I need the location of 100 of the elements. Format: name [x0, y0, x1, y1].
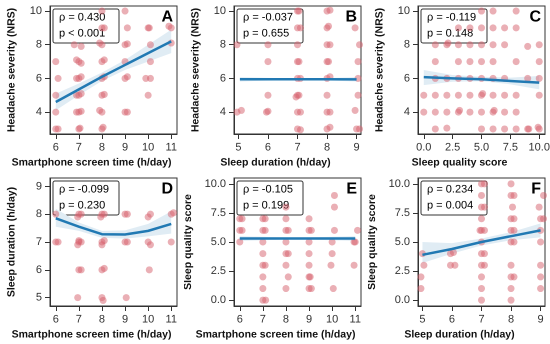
y-tick-label: 7.5: [210, 206, 226, 219]
point: [296, 24, 304, 32]
point: [306, 215, 313, 222]
x-axis-title: Smartphone screen time (h/day): [12, 156, 172, 168]
point: [78, 90, 85, 98]
y-tick-label: 4: [36, 106, 42, 118]
point: [170, 209, 178, 216]
x-tick-label: 8: [282, 314, 290, 326]
x-tick-label: 8: [98, 142, 106, 154]
y-tick-label: 10.0: [204, 178, 226, 190]
point: [537, 273, 544, 280]
x-tick-label: 9: [306, 314, 312, 326]
annotation: ρ = -0.119: [427, 12, 476, 24]
point: [165, 22, 172, 30]
y-tick-label: 10: [214, 5, 226, 18]
point: [324, 92, 331, 99]
y-tick-label: 10: [30, 5, 42, 18]
annotation: ρ = -0.105: [243, 184, 293, 196]
y-tick-label: 2.5: [210, 265, 226, 278]
point: [264, 92, 272, 99]
point: [450, 248, 457, 256]
point: [478, 192, 485, 199]
point: [70, 41, 78, 48]
point: [417, 273, 424, 280]
x-axis-title: Sleep quality score: [412, 156, 508, 168]
point: [508, 262, 515, 269]
y-tick-label: 8: [36, 38, 42, 51]
point: [282, 215, 290, 222]
y-tick-label: 5: [36, 292, 42, 304]
point: [168, 238, 175, 246]
x-tick-label: 11: [350, 314, 361, 326]
point: [262, 215, 269, 222]
point: [78, 42, 85, 50]
point: [259, 285, 266, 292]
annotation: E: [346, 180, 358, 198]
x-tick-label: 10: [142, 142, 154, 154]
point: [264, 41, 272, 48]
x-tick-label: 9: [122, 142, 128, 154]
point: [238, 106, 245, 114]
x-tick-label: 10: [326, 314, 338, 326]
y-axis-title: Sleep quality score: [182, 194, 194, 290]
y-tick-label: 6: [404, 72, 410, 84]
point: [52, 210, 60, 218]
point: [264, 58, 272, 66]
point: [238, 215, 246, 222]
annotation: p = 0.148: [427, 28, 474, 40]
point: [233, 41, 240, 48]
x-tick-label: 5: [419, 314, 426, 326]
x-tick-label: 7: [294, 142, 301, 154]
point: [328, 250, 336, 258]
point: [284, 226, 292, 234]
point: [100, 90, 108, 98]
x-axis-title: Sleep duration (h/day): [404, 328, 515, 340]
annotation: p = 0.230: [59, 200, 106, 212]
point: [54, 238, 62, 246]
point: [508, 285, 515, 292]
annotation: p = 0.004: [427, 200, 474, 212]
y-axis-title: Headache severity (NRS): [190, 8, 202, 132]
point: [259, 273, 266, 280]
point: [420, 262, 428, 269]
x-tick-label: 8: [508, 314, 514, 326]
point: [296, 108, 304, 116]
y-tick-label: 8: [36, 208, 42, 220]
point: [537, 238, 544, 246]
y-tick-label: 0.0: [394, 294, 410, 306]
x-tick-label: 2.5: [444, 142, 460, 154]
point: [236, 238, 244, 246]
y-tick-label: 5.0: [394, 236, 410, 248]
x-tick-label: 10.0: [528, 142, 550, 154]
annotation: A: [161, 8, 174, 26]
y-axis-title: Headache severity (NRS): [6, 8, 18, 132]
y-tick-label: 8: [404, 38, 410, 51]
y-tick-label: 4: [220, 106, 226, 118]
point: [330, 285, 337, 292]
point: [122, 8, 129, 15]
point: [282, 262, 290, 269]
point: [352, 106, 359, 114]
point: [238, 226, 246, 234]
point: [508, 180, 515, 188]
point: [54, 74, 62, 82]
point: [417, 285, 424, 292]
x-tick-label: 8: [324, 142, 330, 154]
point: [100, 264, 108, 272]
x-axis-title: Sleep duration (h/day): [220, 156, 331, 168]
point: [354, 226, 362, 234]
annotation: ρ = 0.430: [59, 12, 106, 24]
point: [352, 24, 359, 32]
point: [537, 262, 544, 269]
point: [478, 273, 485, 280]
x-tick-label: 5.0: [474, 142, 490, 154]
point: [330, 192, 338, 199]
y-tick-label: 6: [220, 72, 226, 84]
annotation: B: [345, 8, 358, 26]
annotation: ρ = -0.037: [243, 12, 293, 24]
y-tick-label: 10.0: [388, 178, 410, 190]
point: [510, 192, 518, 199]
point: [282, 285, 290, 292]
point: [78, 73, 85, 80]
y-axis-title: Sleep quality score: [366, 194, 378, 290]
y-axis-title: Sleep duration (h/day): [6, 186, 18, 298]
